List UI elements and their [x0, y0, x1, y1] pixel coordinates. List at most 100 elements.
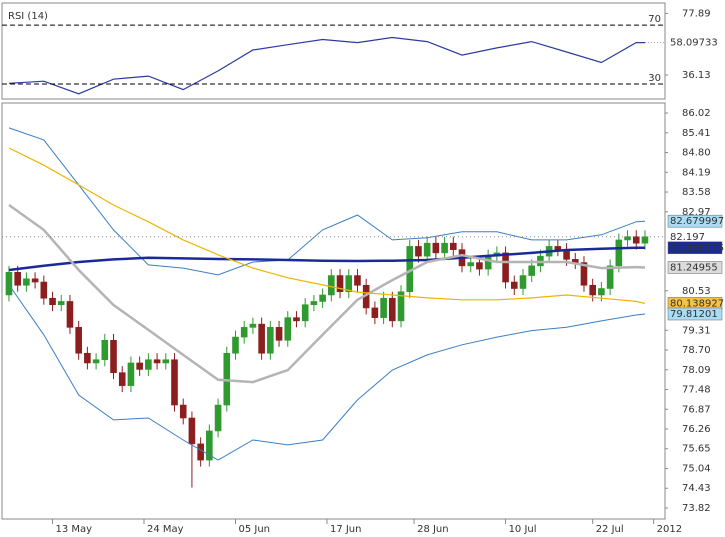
- candle-body: [110, 339, 117, 373]
- candle-body: [232, 336, 239, 354]
- candle-body: [371, 307, 379, 318]
- candle-body: [528, 265, 536, 276]
- rsi-title: RSI (14): [8, 11, 48, 22]
- candle-body: [624, 236, 631, 241]
- close-value-box: [668, 230, 722, 243]
- candle-body: [432, 242, 440, 254]
- candle-body: [127, 362, 135, 386]
- candle-body: [49, 297, 56, 305]
- y-tick-label: 77.89: [682, 8, 711, 19]
- candle-body: [75, 327, 82, 354]
- level-label: 70: [648, 14, 661, 25]
- candle-body: [301, 304, 309, 322]
- candle-body: [5, 272, 13, 296]
- candle-body: [589, 284, 596, 296]
- candle-body: [293, 317, 300, 322]
- candle-body: [284, 317, 292, 341]
- candle-body: [267, 327, 274, 354]
- y-tick-label: 77.48: [682, 385, 711, 396]
- series-line: [8, 147, 646, 304]
- x-tick-label: 10 Jul: [509, 524, 537, 535]
- candle-body: [66, 301, 74, 328]
- candle-body: [615, 239, 623, 267]
- candle-body: [57, 301, 65, 305]
- candle-body: [101, 339, 109, 361]
- candle-body: [275, 327, 283, 341]
- series-value-box: [667, 214, 723, 228]
- candle-body: [249, 323, 257, 328]
- x-tick-label: 17 Jun: [330, 524, 362, 535]
- candle-body: [258, 323, 265, 354]
- candle-body: [188, 417, 196, 445]
- y-tick-label: 73.82: [682, 503, 711, 514]
- y-tick-label: 85.41: [682, 128, 711, 139]
- candle-body: [606, 265, 614, 289]
- candle-body: [23, 278, 30, 286]
- level-label: 30: [648, 73, 661, 84]
- candle-body: [380, 297, 387, 318]
- candle-body: [449, 242, 457, 250]
- candle-body: [92, 359, 100, 364]
- candle-body: [502, 252, 509, 283]
- y-tick-label: 84.80: [682, 148, 711, 159]
- series-value-box: [667, 307, 723, 321]
- candle-body: [84, 352, 91, 364]
- y-tick-label: 86.02: [682, 108, 711, 119]
- rsi-plot: [8, 36, 645, 95]
- price-plot: [5, 127, 649, 488]
- candle-body: [345, 275, 353, 293]
- series-line: [8, 127, 646, 276]
- series-value-label: 81.24955: [670, 262, 718, 273]
- series-line: [8, 284, 646, 461]
- candle-body: [197, 443, 204, 461]
- candle-body: [179, 404, 187, 419]
- y-tick-label: 79.31: [682, 325, 711, 336]
- y-tick-label: 75.04: [682, 463, 711, 474]
- candle-body: [310, 301, 318, 305]
- candle-body: [510, 281, 518, 289]
- candle-body: [632, 236, 640, 244]
- candle-body: [397, 291, 405, 322]
- candle-body: [118, 372, 126, 386]
- candle-body: [415, 246, 422, 257]
- series-line: [8, 246, 646, 272]
- candle-body: [389, 297, 396, 322]
- candle-body: [423, 242, 431, 257]
- series-line: [8, 203, 646, 384]
- x-tick-label: 05 Jun: [238, 524, 270, 535]
- last-value-label: 58.09733: [670, 38, 718, 49]
- candle-body: [484, 255, 492, 270]
- series-value-label: 81.858175: [670, 243, 724, 254]
- candle-body: [580, 262, 588, 286]
- candle-body: [467, 262, 475, 267]
- y-tick-label: 78.09: [682, 365, 711, 376]
- candle-body: [554, 246, 562, 250]
- candle-body: [336, 275, 344, 293]
- candle-body: [162, 359, 170, 364]
- series-value-box: [667, 241, 723, 255]
- y-tick-label: 80.53: [682, 286, 711, 297]
- series-line: [8, 36, 645, 95]
- candle-body: [598, 288, 605, 296]
- x-tick-label: 13 May: [56, 524, 93, 535]
- y-tick-label: 36.13: [682, 70, 711, 81]
- candle-body: [136, 362, 143, 370]
- y-tick-label: 76.26: [682, 424, 711, 435]
- x-tick-label: 24 May: [147, 524, 184, 535]
- rsi-panel: [1, 2, 666, 100]
- candle-body: [14, 272, 21, 286]
- candle-body: [31, 278, 39, 283]
- x-tick-label: 22 Jul: [596, 524, 624, 535]
- y-tick-label: 74.43: [682, 483, 711, 494]
- candle-body: [441, 242, 448, 254]
- y-tick-label: 75.65: [682, 444, 711, 455]
- x-tick-label: 2012: [657, 524, 682, 535]
- y-tick-label: 82.97: [682, 207, 711, 218]
- candle-body: [206, 430, 213, 461]
- candle-body: [240, 327, 248, 338]
- x-tick-label: 28 Jun: [417, 524, 449, 535]
- candle-body: [328, 275, 335, 296]
- candle-body: [171, 359, 178, 406]
- series-value-label: 82.679997: [670, 216, 724, 227]
